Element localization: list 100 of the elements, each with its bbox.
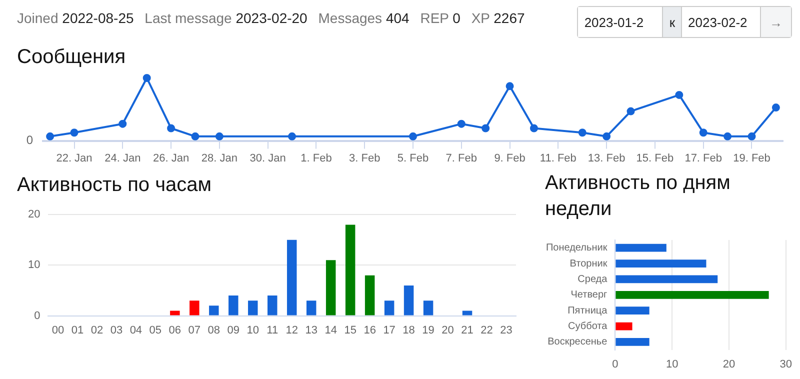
x-tick-label: 15 <box>344 324 356 336</box>
chart-title: Активность по часам <box>17 173 212 198</box>
point <box>626 107 635 116</box>
bar <box>268 296 278 316</box>
y-tick-label: Вторник <box>570 258 608 270</box>
x-tick-label: 19 <box>422 324 434 336</box>
text: XP <box>471 10 491 26</box>
y-tick-label: Четверг <box>570 290 608 301</box>
text: REP <box>420 10 450 26</box>
point <box>191 132 200 140</box>
bar <box>190 300 200 316</box>
point <box>409 132 417 140</box>
x-tick-label: 10 <box>666 358 678 370</box>
bar <box>462 310 472 316</box>
x-tick-label: 07 <box>188 324 201 336</box>
x-tick-label: 22 <box>480 324 493 336</box>
point <box>457 120 466 128</box>
x-tick-label: 17 <box>383 324 396 336</box>
bar <box>404 285 414 316</box>
x-tick-label: 3. Feb <box>349 152 380 164</box>
bar <box>248 300 258 316</box>
bar <box>345 224 356 316</box>
x-tick-label: 05 <box>149 324 162 336</box>
y-tick-label: Понедельник <box>546 242 608 254</box>
point <box>578 128 586 137</box>
y-tick-label: 10 <box>28 259 40 272</box>
x-tick-label: 16 <box>364 324 376 336</box>
x-tick-label: 13 <box>305 324 318 336</box>
point <box>748 132 756 140</box>
bar <box>616 306 650 315</box>
x-tick-label: 22. Jan <box>56 152 92 164</box>
point <box>46 132 54 140</box>
text: Messages <box>318 10 384 26</box>
bar <box>616 244 666 252</box>
point <box>215 132 224 140</box>
start-date-field: 2023-01-2 <box>578 7 662 37</box>
x-tick-label: 18 <box>402 324 415 336</box>
point <box>699 128 708 137</box>
y-tick-label: 20 <box>28 208 40 221</box>
x-tick-label: 08 <box>208 324 220 336</box>
x-tick-label: 21 <box>461 324 474 336</box>
x-tick-label: 7. Feb <box>446 152 477 164</box>
y-tick-label: Пятница <box>568 305 608 316</box>
x-tick-label: 01 <box>71 324 84 336</box>
x-tick-label: 17. Feb <box>684 152 722 164</box>
x-tick-label: 11 <box>266 324 278 336</box>
text: 0 <box>452 10 462 26</box>
text: к <box>662 7 682 37</box>
x-tick-label: 09 <box>227 324 240 336</box>
x-tick-label: 23 <box>500 324 512 336</box>
point <box>675 90 684 99</box>
point <box>142 74 151 82</box>
point <box>118 120 127 128</box>
point <box>724 132 732 140</box>
text: Joined <box>17 10 60 26</box>
bar <box>209 306 219 316</box>
text: 2022-08-25 <box>62 10 135 26</box>
x-tick-label: 5. Feb <box>397 152 429 164</box>
text: Last message <box>144 10 233 26</box>
bar <box>616 275 718 284</box>
text: 2267 <box>494 10 525 26</box>
bar <box>616 322 632 330</box>
bar <box>423 300 434 316</box>
bar <box>170 310 180 316</box>
point <box>530 124 538 132</box>
x-tick-label: 04 <box>130 324 142 336</box>
bar <box>384 300 394 316</box>
x-tick-label: 06 <box>168 324 182 336</box>
x-tick-label: 26. Jan <box>152 152 190 164</box>
x-tick-label: 11. Feb <box>540 152 576 164</box>
point <box>482 124 490 132</box>
x-tick-label: 00 <box>52 324 64 336</box>
point <box>167 124 176 132</box>
bar <box>306 300 316 316</box>
bar <box>616 338 650 346</box>
x-tick-label: 12 <box>286 324 298 336</box>
arrow-button: → <box>760 7 791 37</box>
point <box>772 104 780 112</box>
text: 404 <box>386 10 410 26</box>
x-tick-label: 9. Feb <box>494 152 526 164</box>
point <box>70 128 78 137</box>
x-tick-label: 0 <box>612 358 618 370</box>
point <box>506 82 514 90</box>
x-tick-label: 30. Jan <box>250 152 286 164</box>
x-tick-label: 1. Feb <box>300 152 332 164</box>
x-tick-label: 13. Feb <box>588 152 626 164</box>
point <box>288 132 296 140</box>
x-tick-label: 14 <box>324 324 337 336</box>
x-tick-label: 03 <box>110 324 123 336</box>
y-tick-label: Среда <box>578 274 608 285</box>
bar <box>286 240 297 316</box>
chart-title: Активность по дням недели <box>545 171 732 222</box>
x-tick-label: 10 <box>246 324 260 336</box>
chart-title: Сообщения <box>17 45 126 70</box>
x-tick-label: 02 <box>90 324 104 336</box>
y-tick-label: Воскресенье <box>548 336 608 348</box>
y-tick-label: 0 <box>34 310 40 322</box>
bar <box>228 296 238 316</box>
bar <box>616 260 706 268</box>
x-tick-label: 20 <box>722 358 736 370</box>
